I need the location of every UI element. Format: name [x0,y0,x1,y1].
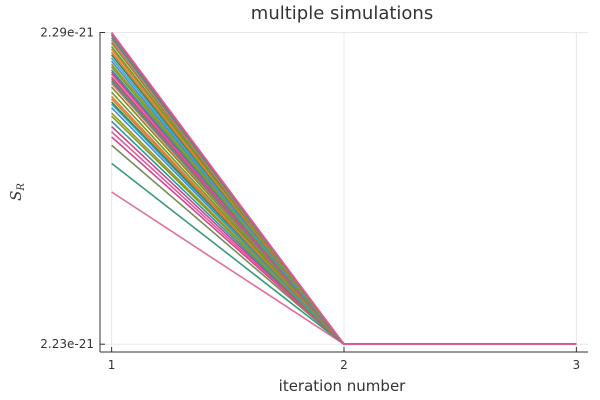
series-group [110,32,577,346]
ticks: 1 2 3 2.23e-21 2.29e-21 [40,26,580,372]
svg-text:SR: SR [7,183,27,201]
x-axis-title: iteration number [279,377,407,395]
x-tick-label: 1 [108,358,116,372]
x-tick-label: 2 [340,358,348,372]
y-axis-title: SR [7,183,27,201]
y-tick-label: 2.29e-21 [40,26,94,40]
x-tick-label: 3 [573,358,581,372]
y-axis-title-main: S [7,191,25,201]
y-tick-label: 2.23e-21 [40,337,94,351]
series-line [110,32,577,346]
y-axis-title-subscript: R [16,183,27,192]
chart-title: multiple simulations [251,3,433,24]
